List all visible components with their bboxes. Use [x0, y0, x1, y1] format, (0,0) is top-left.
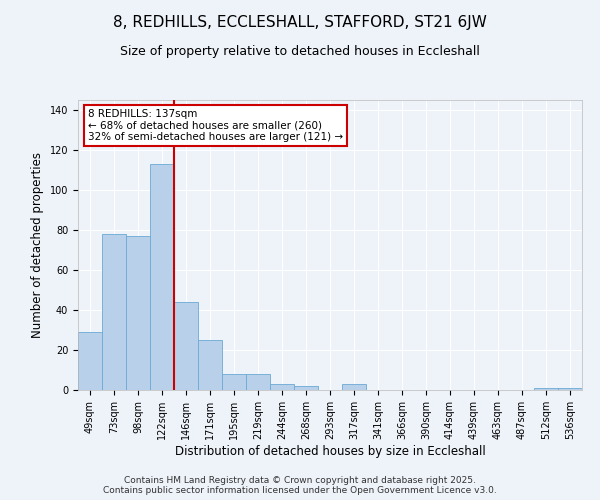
Bar: [342, 384, 366, 390]
Bar: [102, 234, 126, 390]
Bar: [246, 374, 270, 390]
Bar: [174, 302, 198, 390]
Text: 8 REDHILLS: 137sqm
← 68% of detached houses are smaller (260)
32% of semi-detach: 8 REDHILLS: 137sqm ← 68% of detached hou…: [88, 108, 343, 142]
Bar: [558, 388, 582, 390]
Bar: [198, 340, 222, 390]
Bar: [534, 388, 558, 390]
Bar: [270, 384, 294, 390]
Bar: [78, 332, 102, 390]
Text: Size of property relative to detached houses in Eccleshall: Size of property relative to detached ho…: [120, 45, 480, 58]
Y-axis label: Number of detached properties: Number of detached properties: [31, 152, 44, 338]
Text: Contains HM Land Registry data © Crown copyright and database right 2025.
Contai: Contains HM Land Registry data © Crown c…: [103, 476, 497, 495]
X-axis label: Distribution of detached houses by size in Eccleshall: Distribution of detached houses by size …: [175, 444, 485, 458]
Bar: [126, 236, 150, 390]
Bar: [222, 374, 246, 390]
Bar: [150, 164, 174, 390]
Bar: [294, 386, 318, 390]
Text: 8, REDHILLS, ECCLESHALL, STAFFORD, ST21 6JW: 8, REDHILLS, ECCLESHALL, STAFFORD, ST21 …: [113, 15, 487, 30]
